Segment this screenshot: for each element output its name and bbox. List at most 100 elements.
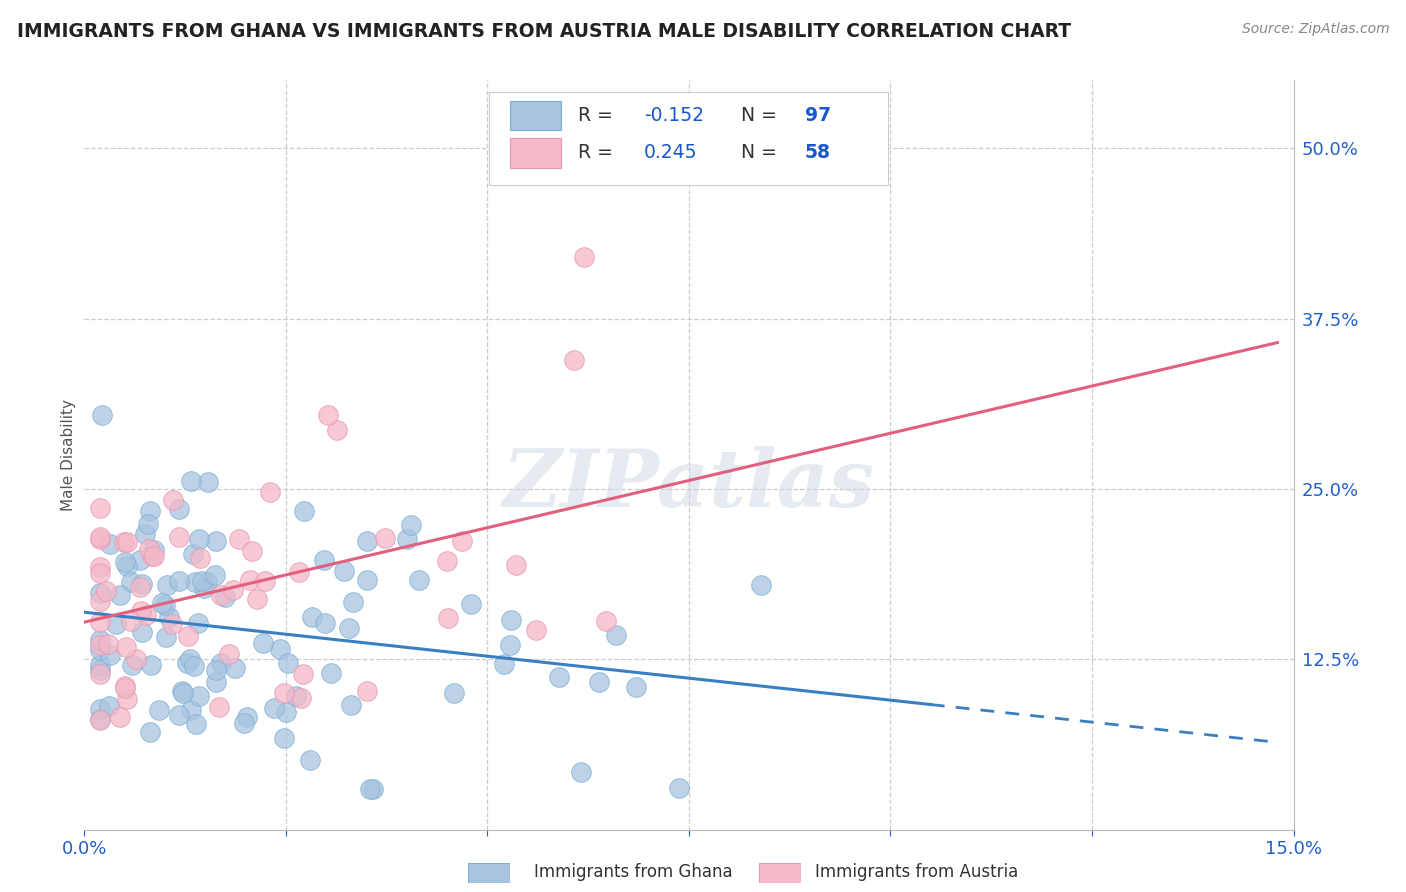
Point [89,664,111,678]
Text: 0.245: 0.245 [644,144,697,162]
Point [183,548,205,562]
Point [98,699,121,714]
Point [451,533,474,548]
Text: N =: N = [741,144,783,162]
Point [188,689,211,703]
Point [224,661,246,675]
Point [374,531,396,545]
Point [108,588,131,602]
Point [120,614,142,628]
Point [288,565,311,579]
Point [155,630,177,644]
Point [314,616,336,631]
Point [273,686,295,700]
Point [114,681,136,695]
Point [183,574,205,589]
Point [117,691,139,706]
Point [157,609,180,624]
Point [98,648,121,662]
Point [105,616,128,631]
Point [150,596,173,610]
Point [183,659,205,673]
Point [204,663,226,677]
Point [562,353,585,368]
Point [114,640,136,654]
Point [356,573,378,587]
Point [100,537,122,551]
Point [121,658,143,673]
Point [204,675,226,690]
Point [292,504,315,518]
Point [148,703,170,717]
Point [524,624,547,638]
Point [214,591,236,605]
FancyBboxPatch shape [489,92,889,186]
Point [312,552,335,566]
Point [284,689,307,703]
Point [186,717,208,731]
Point [156,578,179,592]
Point [139,504,162,518]
Point [176,629,198,643]
Point [176,656,198,670]
Point [252,636,274,650]
Point [236,710,259,724]
Point [129,603,152,617]
Point [138,541,160,556]
Point [228,532,250,546]
Point [89,713,111,727]
Point [218,647,240,661]
Point [325,423,347,437]
Point [134,526,156,541]
Point [172,686,194,700]
Point [316,409,339,423]
FancyBboxPatch shape [510,101,561,130]
Point [595,614,617,628]
Point [191,574,214,588]
Point [211,656,233,670]
Point [89,585,111,599]
Point [356,533,378,548]
Point [277,656,299,670]
Point [89,615,111,629]
Text: ZIPatlas: ZIPatlas [503,446,875,524]
Point [114,680,136,694]
Point [505,558,527,572]
Point [499,638,522,652]
Point [333,564,356,578]
Point [342,595,364,609]
Text: R =: R = [578,144,619,162]
Point [195,575,218,590]
Point [169,574,191,588]
Point [337,621,360,635]
Point [259,484,281,499]
Point [142,542,165,557]
Point [141,658,163,673]
Point [131,577,153,591]
Point [494,657,516,672]
Point [548,670,571,684]
Point [94,583,117,598]
Point [115,559,138,574]
Point [443,686,465,700]
Point [153,598,176,612]
Point [97,637,120,651]
Point [396,532,419,546]
Point [239,574,262,588]
Point [89,658,111,673]
Point [108,709,131,723]
Point [460,597,482,611]
Point [298,753,321,767]
Point [246,591,269,606]
Y-axis label: Male Disability: Male Disability [60,399,76,511]
Point [668,781,690,796]
Point [359,781,381,796]
Point [139,724,162,739]
Point [115,535,138,549]
Point [89,501,111,516]
Point [114,555,136,569]
Point [180,475,202,489]
Point [291,666,314,681]
Point [263,701,285,715]
Point [89,666,111,681]
